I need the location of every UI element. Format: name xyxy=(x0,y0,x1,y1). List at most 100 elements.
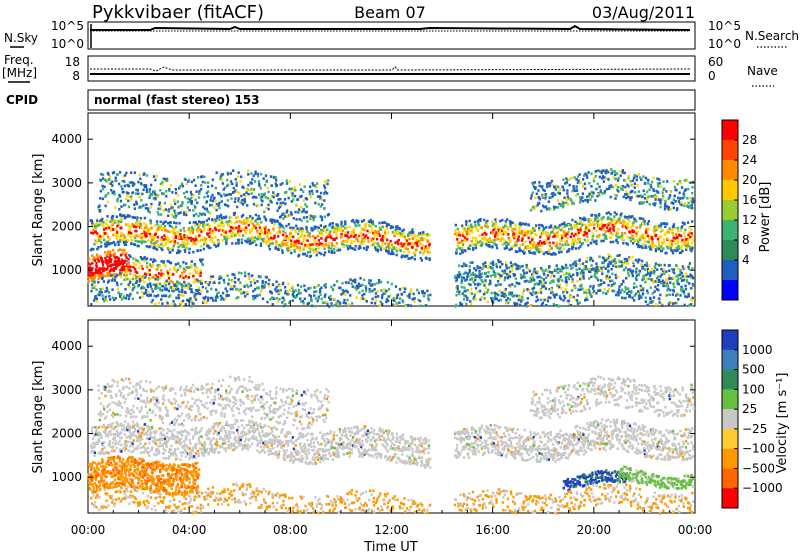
echo-cell xyxy=(381,239,384,242)
echo-cell xyxy=(550,247,553,250)
echo-cell xyxy=(303,234,306,238)
echo-cell xyxy=(321,244,324,247)
echo-cell xyxy=(542,279,545,283)
echo-cell xyxy=(175,214,178,218)
echo-cell xyxy=(111,253,115,257)
echo-cell xyxy=(183,241,186,244)
echo-cell xyxy=(289,248,292,252)
echo-cell xyxy=(553,227,556,230)
echo-cell xyxy=(514,223,517,227)
echo-cell xyxy=(117,220,120,223)
echo-cell xyxy=(327,246,331,250)
echo-cell xyxy=(223,235,226,239)
echo-cell xyxy=(660,185,663,188)
echo-cell xyxy=(598,227,602,231)
echo-cell xyxy=(621,184,625,188)
echo-cell xyxy=(177,234,180,238)
echo-cell xyxy=(532,205,535,209)
echo-cell xyxy=(158,245,161,249)
echo-cell xyxy=(658,240,661,244)
echo-cell xyxy=(413,251,417,255)
echo-cell xyxy=(328,223,331,227)
echo-cell xyxy=(162,226,166,230)
echo-cell xyxy=(531,227,535,230)
echo-cell xyxy=(128,253,131,257)
echo-cell xyxy=(302,252,305,256)
echo-cell xyxy=(543,205,546,209)
echo-cell xyxy=(404,255,407,259)
echo-cell xyxy=(379,245,382,249)
echo-cell xyxy=(466,234,469,238)
echo-cell xyxy=(475,274,478,278)
echo-cell xyxy=(530,194,533,197)
echo-cell xyxy=(454,286,458,289)
echo-cell xyxy=(600,222,604,226)
echo-cell xyxy=(672,198,675,201)
echo-cell xyxy=(196,267,199,270)
echo-cell xyxy=(567,223,570,227)
echo-cell xyxy=(501,291,504,295)
echo-cell xyxy=(165,279,168,283)
echo-cell xyxy=(359,234,362,238)
echo-cell xyxy=(586,298,589,301)
echo-cell xyxy=(545,232,548,235)
echo-cell xyxy=(314,236,317,240)
echo-cell xyxy=(297,210,300,214)
echo-cell xyxy=(117,223,120,226)
echo-cell xyxy=(499,265,502,269)
echo-cell xyxy=(138,240,141,243)
echo-cell xyxy=(127,191,130,195)
echo-cell xyxy=(562,299,565,302)
echo-cell xyxy=(647,195,650,198)
echo-cell xyxy=(558,242,562,246)
echo-cell xyxy=(91,275,95,279)
echo-cell xyxy=(651,300,654,303)
echo-cell xyxy=(465,264,468,268)
echo-cell xyxy=(97,273,100,277)
echo-cell xyxy=(547,296,551,299)
echo-cell xyxy=(597,289,600,293)
echo-cell xyxy=(640,287,643,290)
echo-cell xyxy=(609,217,612,221)
echo-cell xyxy=(146,283,149,287)
echo-cell xyxy=(598,175,601,179)
echo-cell xyxy=(665,190,668,193)
echo-cell xyxy=(101,287,105,291)
echo-cell xyxy=(156,195,159,199)
echo-cell xyxy=(624,185,627,189)
echo-cell xyxy=(647,181,650,185)
echo-cell xyxy=(550,287,553,291)
echo-cell xyxy=(538,202,541,205)
echo-cell xyxy=(140,257,144,261)
echo-cell xyxy=(242,222,245,225)
echo-cell xyxy=(359,231,362,234)
echo-cell xyxy=(478,266,482,269)
echo-cell xyxy=(197,196,201,199)
echo-cell xyxy=(320,218,324,222)
echo-cell xyxy=(249,214,252,218)
echo-cell xyxy=(173,227,176,231)
echo-cell xyxy=(682,290,686,293)
echo-cell xyxy=(336,303,340,306)
echo-cell xyxy=(529,197,533,200)
echo-cell xyxy=(273,223,276,226)
echo-cell xyxy=(583,233,586,237)
echo-cell xyxy=(560,239,564,243)
echo-cell xyxy=(606,223,609,226)
echo-cell xyxy=(139,279,142,283)
echo-cell xyxy=(175,296,178,300)
nave-tick-top: 60 xyxy=(708,55,723,69)
echo-cell xyxy=(534,227,537,230)
echo-cell xyxy=(244,228,248,232)
echo-cell xyxy=(141,295,144,298)
echo-cell xyxy=(668,227,671,230)
echo-cell xyxy=(644,296,647,299)
echo-cell xyxy=(254,294,257,298)
echo-cell xyxy=(135,218,139,222)
echo-cell xyxy=(302,209,305,213)
echo-cell xyxy=(155,248,159,251)
echo-cell xyxy=(390,243,394,247)
echo-cell xyxy=(637,173,640,176)
echo-cell xyxy=(498,238,502,241)
echo-cell xyxy=(504,220,507,223)
